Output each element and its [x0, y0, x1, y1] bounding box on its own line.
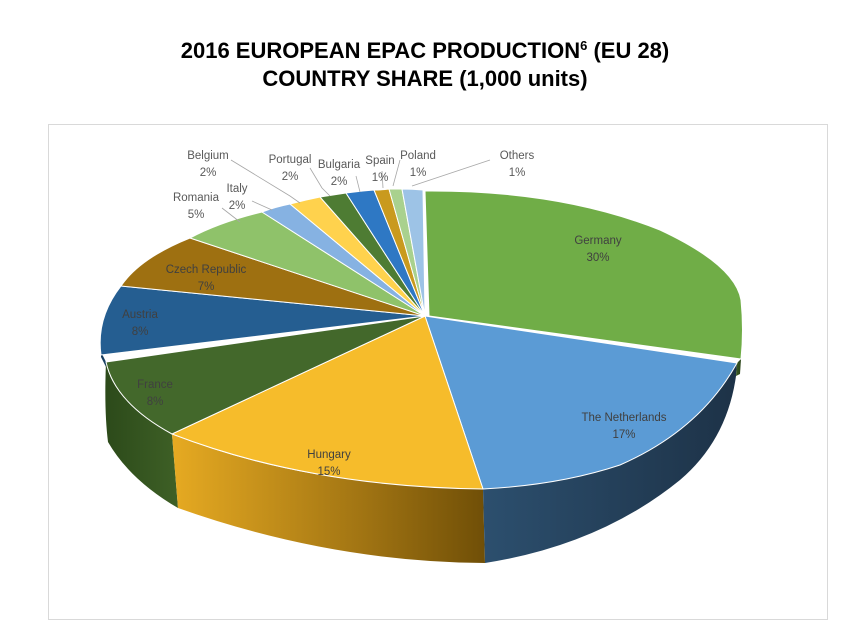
label-austria-pct: 8% — [132, 326, 149, 338]
label-poland-pct: 1% — [410, 167, 427, 179]
label-bulgaria-pct: 2% — [331, 176, 348, 188]
leader-line-bulgaria — [355, 175, 361, 193]
slice-labels: Germany 30% The Netherlands 17% Hungary … — [122, 150, 667, 478]
label-spain: Spain — [365, 155, 394, 167]
slice-side-austria — [101, 352, 106, 367]
slice-the-netherlands — [424, 315, 738, 490]
label-france: France — [137, 379, 173, 391]
slice-germany — [424, 190, 743, 360]
slice-austria — [99, 285, 426, 356]
slice-side-germany — [736, 359, 741, 376]
label-czech-republic-pct: 7% — [198, 281, 215, 293]
chart-frame — [48, 124, 828, 620]
chart-title-line2: COUNTRY SHARE (1,000 units) — [262, 66, 588, 91]
label-others-pct: 1% — [509, 167, 526, 179]
label-austria: Austria — [122, 309, 158, 321]
label-portugal-pct: 2% — [282, 171, 299, 183]
leader-lines — [221, 159, 491, 223]
title-tail-text: (EU 28) — [587, 38, 670, 63]
leader-line-poland — [392, 159, 401, 187]
title-main-text: 2016 EUROPEAN EPAC PRODUCTION — [180, 38, 581, 63]
label-italy: Italy — [226, 183, 247, 195]
leader-line-romania — [221, 207, 241, 223]
label-the-netherlands-pct: 17% — [612, 429, 635, 441]
label-hungary: Hungary — [307, 449, 351, 461]
leader-line-italy — [251, 200, 273, 211]
title-footnote-marker: 6 — [580, 38, 588, 53]
leader-line-portugal — [309, 167, 331, 197]
leader-line-spain — [381, 170, 384, 189]
label-germany: Germany — [574, 235, 622, 247]
chart-title: 2016 EUROPEAN EPAC PRODUCTION6 (EU 28) C… — [0, 32, 850, 93]
slice-others — [401, 188, 426, 317]
slice-france — [105, 315, 426, 435]
label-germany-pct: 30% — [586, 252, 609, 264]
label-portugal: Portugal — [269, 154, 312, 166]
label-hungary-pct: 15% — [317, 466, 340, 478]
label-the-netherlands: The Netherlands — [581, 412, 666, 424]
leader-line-belgium — [230, 159, 301, 204]
label-italy-pct: 2% — [229, 200, 246, 212]
slice-czech-republic — [120, 237, 426, 317]
label-czech-republic: Czech Republic — [166, 264, 247, 276]
slice-side-hungary — [172, 434, 485, 563]
label-romania: Romania — [173, 192, 220, 204]
leader-line-others — [411, 159, 491, 187]
label-belgium-pct: 2% — [200, 167, 217, 179]
chart-title-line1: 2016 EUROPEAN EPAC PRODUCTION6 (EU 28) — [0, 32, 850, 65]
label-bulgaria: Bulgaria — [318, 159, 361, 171]
slice-side-france — [105, 362, 178, 508]
slice-hungary — [170, 315, 484, 490]
label-spain-pct: 1% — [372, 172, 389, 184]
label-belgium: Belgium — [187, 150, 229, 162]
label-romania-pct: 5% — [188, 209, 205, 221]
slice-romania — [188, 211, 426, 317]
label-poland: Poland — [400, 150, 436, 162]
label-france-pct: 8% — [147, 396, 164, 408]
label-others: Others — [500, 150, 535, 162]
